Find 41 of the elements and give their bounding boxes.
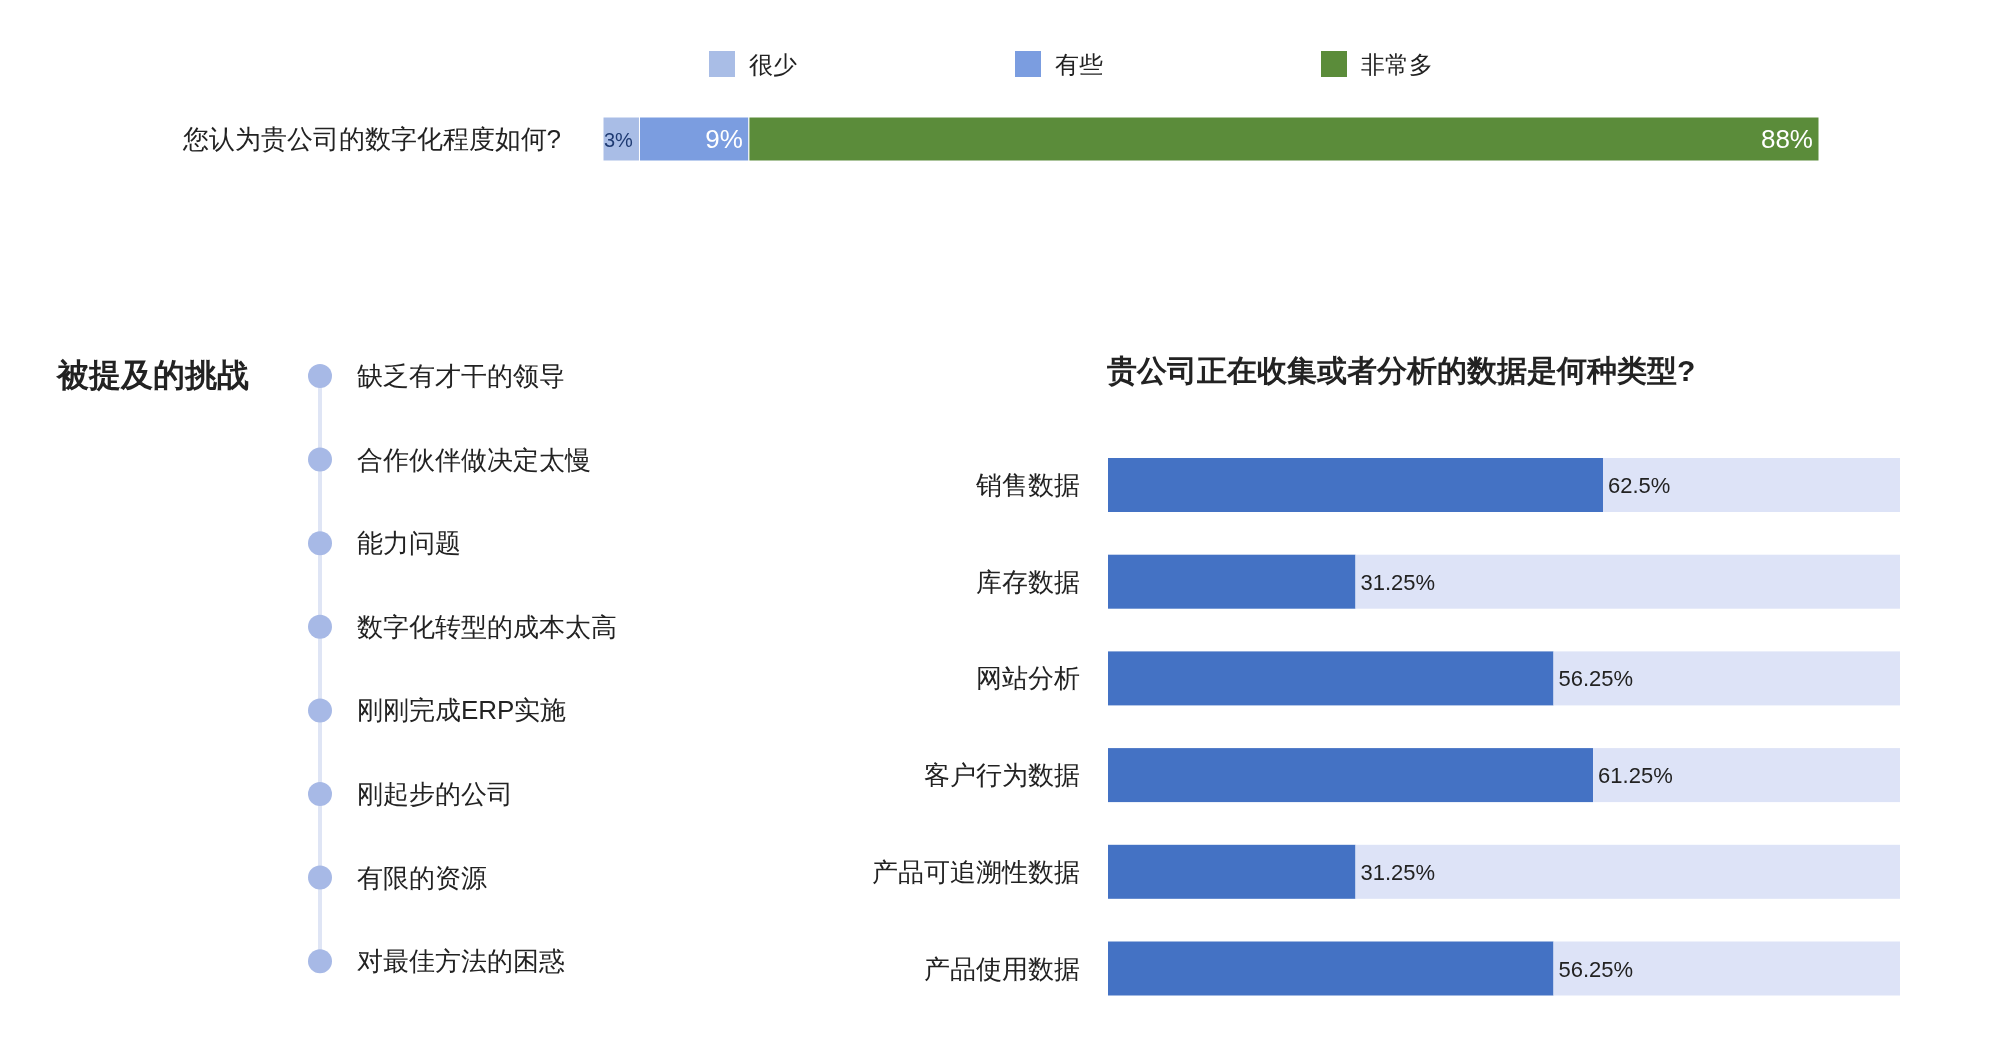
bar bbox=[1593, 748, 1900, 803]
y-tick-label: 产品使用数据 bbox=[924, 953, 1080, 984]
bar bbox=[1553, 941, 1900, 996]
y-tick-label: 库存数据 bbox=[976, 566, 1080, 597]
legend-label: 非常多 bbox=[1361, 51, 1433, 78]
bar bbox=[1355, 554, 1900, 609]
text: 刚刚完成ERP实施 bbox=[357, 695, 567, 726]
bar bbox=[1108, 844, 1356, 899]
legend-label: 很少 bbox=[749, 51, 797, 78]
text: 数字化转型的成本太高 bbox=[357, 611, 617, 642]
bar bbox=[1108, 651, 1554, 706]
data-label: 3% bbox=[604, 129, 634, 151]
bar bbox=[1108, 554, 1356, 609]
bar bbox=[1108, 458, 1603, 512]
bar bbox=[1355, 844, 1900, 899]
bar bbox=[1553, 651, 1900, 706]
y-tick-label: 网站分析 bbox=[976, 663, 1080, 694]
bar bbox=[1108, 748, 1594, 803]
text: 被提及的挑战 bbox=[55, 357, 249, 393]
legend-label: 有些 bbox=[1055, 51, 1103, 78]
y-tick-label: 客户行为数据 bbox=[924, 760, 1080, 791]
data-label: 56.25% bbox=[1558, 666, 1634, 692]
data-label: 9% bbox=[705, 124, 743, 154]
bar bbox=[1108, 941, 1554, 996]
data-label: 88% bbox=[1760, 124, 1813, 154]
bar bbox=[1603, 458, 1900, 512]
data-label: 56.25% bbox=[1558, 956, 1634, 982]
y-tick-label: 您认为贵公司的数字化程度如何? bbox=[181, 124, 561, 154]
data-label: 31.25% bbox=[1360, 859, 1436, 885]
y-tick-label: 销售数据 bbox=[975, 470, 1080, 500]
data-label: 61.25% bbox=[1598, 763, 1673, 789]
chart-title: 贵公司正在收集或者分析的数据是何种类型? bbox=[1107, 354, 1696, 387]
text: 对最佳方法的困惑 bbox=[357, 946, 565, 977]
y-tick-label: 产品可追溯性数据 bbox=[872, 856, 1080, 887]
text: 合作伙伴做决定太慢 bbox=[357, 444, 591, 475]
text: 有限的资源 bbox=[357, 862, 487, 893]
text: 刚起步的公司 bbox=[357, 779, 513, 809]
data-label: 31.25% bbox=[1360, 569, 1436, 595]
text: 缺乏有才干的领导 bbox=[357, 361, 565, 391]
data-label: 62.5% bbox=[1608, 473, 1671, 498]
text: 能力问题 bbox=[357, 528, 461, 559]
